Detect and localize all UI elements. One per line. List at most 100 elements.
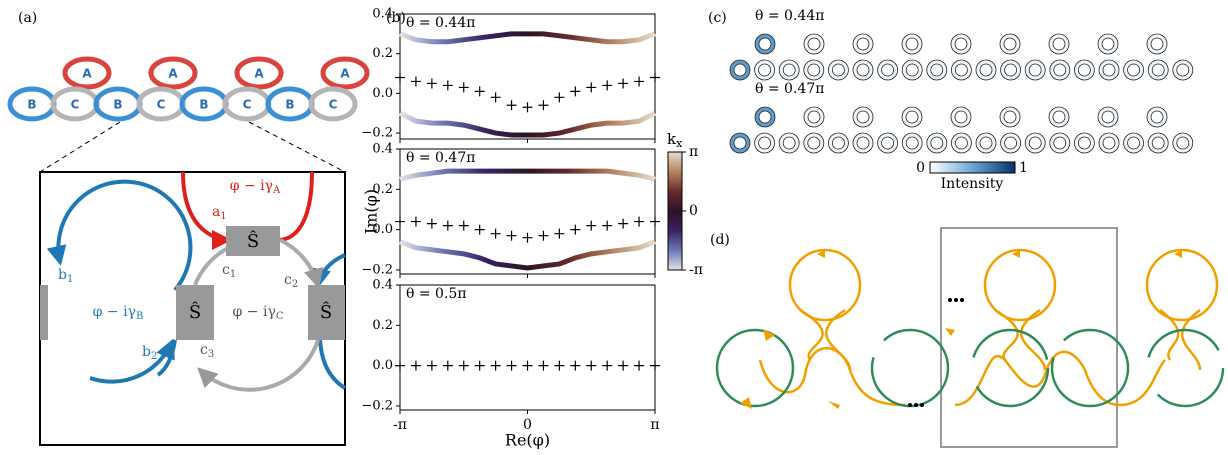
cross-marker [523,102,533,112]
ring-inner [882,137,894,149]
cross-marker [554,361,564,371]
ring-inner [783,64,795,76]
y-tick-label: −0.2 [361,398,393,413]
ring-inner [1029,137,1041,149]
scatter-matrix: Ŝ [320,300,332,323]
cross-marker [443,80,453,90]
ring-inner [783,137,795,149]
cross-marker [411,76,421,86]
x-tick-label: -π [393,417,407,433]
ring-inner [1054,137,1066,149]
port-label: b2 [142,344,157,362]
colorbar [668,152,682,270]
colorbar-label: kx [667,130,683,150]
cross-marker [634,361,644,371]
ring-inner [931,64,943,76]
ring-inner [808,111,820,123]
ring-label: C [71,98,80,112]
loop-diagram [717,228,1223,447]
ring-label: C [157,98,166,112]
cross-marker [538,361,548,371]
cross-marker [602,221,612,231]
port-label: c2 [284,272,298,290]
colorbar-label: Intensity [941,176,1004,192]
panel-label: (c) [708,10,727,26]
panel-label: (a) [18,10,37,26]
ring-inner [906,38,918,50]
port-label: a1 [212,204,227,222]
cross-marker [459,221,469,231]
ring-inner [906,137,918,149]
ring-inner [1177,137,1189,149]
port-label: b1 [58,267,73,285]
panel-c-title: θ = 0.44π [755,8,824,24]
cross-marker [650,72,660,82]
cross-marker [602,361,612,371]
ring-inner [1151,38,1163,50]
cross-marker [586,221,596,231]
y-tick-label: −0.2 [361,126,393,141]
ring-inner [832,64,844,76]
ring-inner [1152,64,1164,76]
colorbar-max: 1 [1019,160,1028,176]
colorbar-label-sub: x [676,137,683,150]
cross-marker [427,78,437,88]
cross-marker [554,92,564,102]
phase-label: φ − iγB [93,304,144,322]
cross-marker [443,361,453,371]
ring-inner [1054,64,1066,76]
ring-inner [857,111,869,123]
ring-inner [1152,137,1164,149]
y-axis-label: Im(φ) [362,189,381,234]
cross-marker [427,219,437,229]
y-tick-label: 0.4 [372,142,393,157]
ring-label: A [82,67,92,81]
ring-inner [1005,137,1017,149]
ring-inner [1029,64,1041,76]
band-line [400,113,655,135]
y-tick-label: 0.0 [372,358,393,373]
panel-label: (d) [710,232,730,248]
cross-marker [491,361,501,371]
cross-marker [570,86,580,96]
colorbar-tick-label: -π [689,262,703,278]
chart-title: θ = 0.5π [406,286,467,302]
ring-inner [1103,137,1115,149]
ring-inner [734,64,746,76]
cross-marker [618,361,628,371]
cross-marker [618,219,628,229]
cross-marker [634,76,644,86]
ring-inner [759,111,771,123]
y-tick-label: 0.4 [372,7,393,22]
figure: (a) (b) (c) (d) Ŝ Ŝ Ŝ φ − iγA φ − iγB φ … [0,0,1228,451]
ring-label: C [329,98,338,112]
ring-label: B [199,98,208,112]
ring-inner [832,137,844,149]
cross-marker [523,361,533,371]
cross-marker [554,229,564,239]
chart-title: θ = 0.44π [406,15,475,31]
ring-label: A [340,67,350,81]
ring-inner [808,38,820,50]
y-tick-label: 0.2 [372,318,393,333]
cross-marker [586,361,596,371]
ring-inner [759,38,771,50]
cross-marker [538,231,548,241]
ring-inner [1151,111,1163,123]
ring-inner [1053,111,1065,123]
ring-inner [1005,64,1017,76]
y-tick-label: 0.2 [372,46,393,61]
ring-inner [1053,38,1065,50]
plot-frame [400,149,655,274]
band-line [400,171,655,179]
cross-marker [507,361,517,371]
ring-inner [857,38,869,50]
ring-inner [1177,64,1189,76]
ring-inner [759,64,771,76]
cross-marker [507,231,517,241]
ring-inner [980,137,992,149]
ring-inner [1128,137,1140,149]
cross-marker [650,217,660,227]
ring-inner [1103,64,1115,76]
y-tick-label: 0.4 [372,278,393,293]
